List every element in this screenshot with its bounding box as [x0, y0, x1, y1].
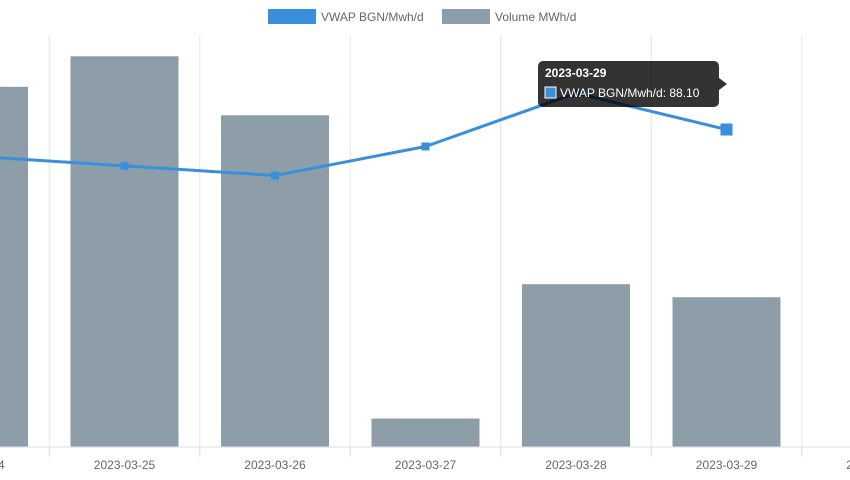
tooltip-box	[538, 61, 719, 107]
legend-swatch-vwap	[268, 9, 316, 24]
tooltip-title: 2023-03-29	[545, 66, 607, 80]
x-tick-label: 2023-03-26	[244, 458, 306, 472]
volume-bar	[70, 56, 179, 447]
x-tick-label: 2023-03-29	[696, 458, 758, 472]
x-tick-label: 2023-03-24	[0, 458, 5, 472]
vwap-point	[120, 161, 129, 170]
x-tick-label: 2023-03-27	[395, 458, 457, 472]
tooltip-swatch	[544, 86, 557, 99]
volume-bars	[0, 56, 781, 448]
x-tick-label: 2023-03-30	[846, 458, 850, 472]
legend-item-volume[interactable]: Volume MWh/d	[442, 9, 576, 24]
volume-bar	[0, 86, 28, 448]
volume-bar	[371, 418, 480, 447]
x-tick-label: 2023-03-28	[545, 458, 607, 472]
volume-bar	[672, 297, 781, 447]
vwap-point	[271, 171, 279, 180]
legend-swatch-volume	[442, 9, 490, 24]
x-axis-ticks: 2023-03-24 2023-03-25 2023-03-26 2023-03-27…	[0, 447, 850, 472]
vwap-point	[421, 142, 430, 151]
vwap-point	[720, 123, 733, 136]
legend-label-vwap: VWAP BGN/Mwh/d	[321, 10, 424, 24]
tooltip-caret	[719, 78, 727, 90]
x-tick-label: 2023-03-25	[94, 458, 156, 472]
tooltip: 2023-03-29 VWAP BGN/Mwh/d: 88.10	[538, 61, 727, 107]
legend-item-vwap[interactable]: VWAP BGN/Mwh/d	[268, 9, 424, 24]
legend-label-volume: Volume MWh/d	[495, 10, 576, 24]
volume-bar	[522, 284, 630, 447]
volume-bar	[221, 115, 329, 448]
tooltip-label: VWAP BGN/Mwh/d: 88.10	[560, 86, 700, 100]
legend: VWAP BGN/Mwh/d Volume MWh/d	[268, 9, 576, 24]
